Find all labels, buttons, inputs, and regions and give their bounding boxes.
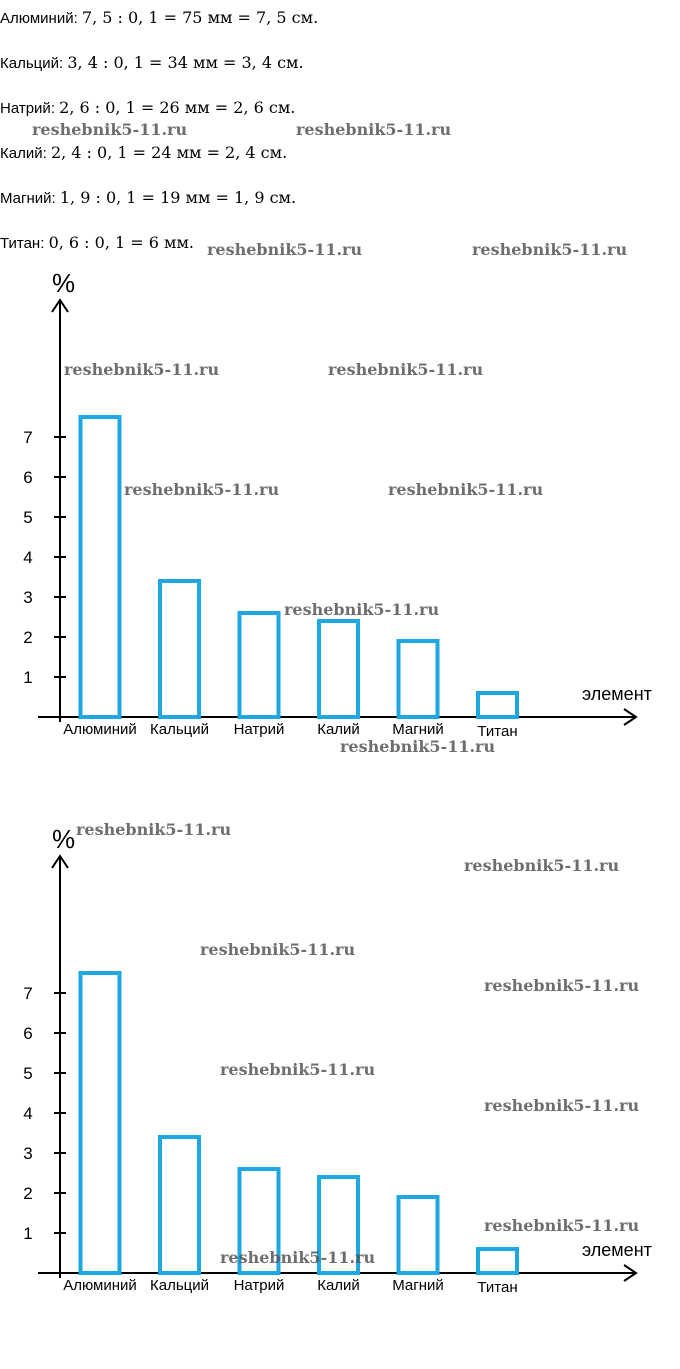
calc-label: Кальций:: [0, 55, 64, 72]
y-tick-label: 1: [23, 1224, 32, 1243]
watermark: reshebnik5-11.ru: [207, 240, 363, 259]
calc-line-magnesium: Магний: 1, 9 : 0, 1 = 19 мм = 1, 9 см.: [0, 188, 296, 207]
calc-label: Магний:: [0, 190, 56, 207]
x-tick-label: Магний: [392, 721, 444, 738]
watermark: reshebnik5-11.ru: [220, 1060, 376, 1079]
bar-chart-1: % элемент 1 2 3 4 5 6 7 Алюминий Кальций Натрий Кали…: [23, 268, 652, 740]
calc-line-calcium: Кальций: 3, 4 : 0, 1 = 34 мм = 3, 4 см.: [0, 53, 304, 72]
x-tick-label: Титан: [477, 1279, 517, 1296]
bar: [158, 579, 201, 719]
x-tick-label: Алюминий: [63, 1277, 137, 1294]
y-tick-label: 2: [23, 628, 32, 647]
bar: [476, 1247, 519, 1275]
bar: [78, 415, 122, 719]
y-tick-label: 1: [23, 668, 32, 687]
watermark: reshebnik5-11.ru: [484, 1216, 640, 1235]
calc-label: Титан:: [0, 235, 45, 252]
x-tick-label: Натрий: [234, 721, 285, 738]
calc-expression: 3, 4 : 0, 1 = 34 мм = 3, 4 см.: [67, 53, 304, 72]
y-tick-label: 6: [23, 468, 32, 487]
y-axis-arrow: [51, 854, 69, 869]
y-tick-label: 6: [23, 1024, 32, 1043]
x-tick-label: Магний: [392, 1277, 444, 1294]
y-tick-label: 2: [23, 1184, 32, 1203]
x-axis-label: элемент: [582, 684, 652, 704]
bar: [237, 1167, 281, 1275]
watermark: reshebnik5-11.ru: [484, 1096, 640, 1115]
bar-chart-2: % элемент 1 2 3 4 5 6 7 Алюминий Кальций Натрий Кали…: [23, 824, 652, 1296]
bar: [396, 639, 440, 719]
x-axis-label: элемент: [582, 1240, 652, 1260]
watermark: reshebnik5-11.ru: [284, 600, 440, 619]
calc-expression: 2, 6 : 0, 1 = 26 мм = 2, 6 см.: [59, 98, 296, 117]
y-tick-label: 3: [23, 588, 32, 607]
x-axis-arrow: [623, 1264, 638, 1282]
calc-line-titanium: Титан: 0, 6 : 0, 1 = 6 мм.: [0, 233, 194, 252]
y-tick-label: 4: [23, 1104, 32, 1123]
calc-expression: 1, 9 : 0, 1 = 19 мм = 1, 9 см.: [59, 188, 297, 207]
bar: [476, 691, 519, 719]
y-tick-label: 5: [23, 1064, 32, 1083]
calc-label: Натрий:: [0, 100, 55, 117]
x-tick-label: Натрий: [234, 1277, 285, 1294]
watermark: reshebnik5-11.ru: [64, 360, 220, 379]
x-tick-label: Алюминий: [63, 721, 137, 738]
watermark: reshebnik5-11.ru: [200, 940, 356, 959]
x-tick-label: Калий: [317, 721, 360, 738]
y-tick-label: 5: [23, 508, 32, 527]
watermark: reshebnik5-11.ru: [76, 820, 232, 839]
calc-line-aluminium: Алюминий: 7, 5 : 0, 1 = 75 мм = 7, 5 см.: [0, 8, 318, 27]
y-axis-arrow: [51, 298, 69, 313]
watermark: reshebnik5-11.ru: [388, 480, 544, 499]
calc-label: Алюминий:: [0, 10, 78, 27]
calc-line-potassium: Калий: 2, 4 : 0, 1 = 24 мм = 2, 4 см.: [0, 143, 287, 162]
bar: [317, 619, 360, 719]
watermark: reshebnik5-11.ru: [484, 976, 640, 995]
x-tick-label: Кальций: [150, 721, 209, 738]
watermark: reshebnik5-11.ru: [472, 240, 628, 259]
watermark: reshebnik5-11.ru: [296, 120, 452, 139]
y-tick-label: 7: [23, 984, 32, 1003]
watermark: reshebnik5-11.ru: [464, 856, 620, 875]
x-tick-label: Титан: [477, 723, 517, 740]
bar: [237, 611, 281, 719]
watermark: reshebnik5-11.ru: [32, 120, 188, 139]
watermark: reshebnik5-11.ru: [124, 480, 280, 499]
y-tick-label: 3: [23, 1144, 32, 1163]
x-tick-label: Кальций: [150, 1277, 209, 1294]
y-axis-label: %: [52, 268, 75, 298]
calc-expression: 2, 4 : 0, 1 = 24 мм = 2, 4 см.: [50, 143, 288, 162]
bar: [317, 1175, 360, 1275]
x-tick-label: Калий: [317, 1277, 360, 1294]
watermark: reshebnik5-11.ru: [220, 1248, 376, 1267]
calc-label: Калий:: [0, 145, 47, 162]
calc-line-sodium: Натрий: 2, 6 : 0, 1 = 26 мм = 2, 6 см.: [0, 98, 295, 117]
calc-expression: 0, 6 : 0, 1 = 6 мм.: [48, 233, 195, 252]
bar: [158, 1135, 201, 1275]
y-axis-label: %: [52, 824, 75, 854]
bar: [396, 1195, 440, 1275]
bar: [78, 971, 122, 1275]
y-tick-label: 4: [23, 548, 32, 567]
y-tick-label: 7: [23, 428, 32, 447]
x-axis-arrow: [623, 708, 638, 726]
watermark: reshebnik5-11.ru: [340, 737, 496, 756]
calc-expression: 7, 5 : 0, 1 = 75 мм = 7, 5 см.: [81, 8, 319, 27]
watermark: reshebnik5-11.ru: [328, 360, 484, 379]
